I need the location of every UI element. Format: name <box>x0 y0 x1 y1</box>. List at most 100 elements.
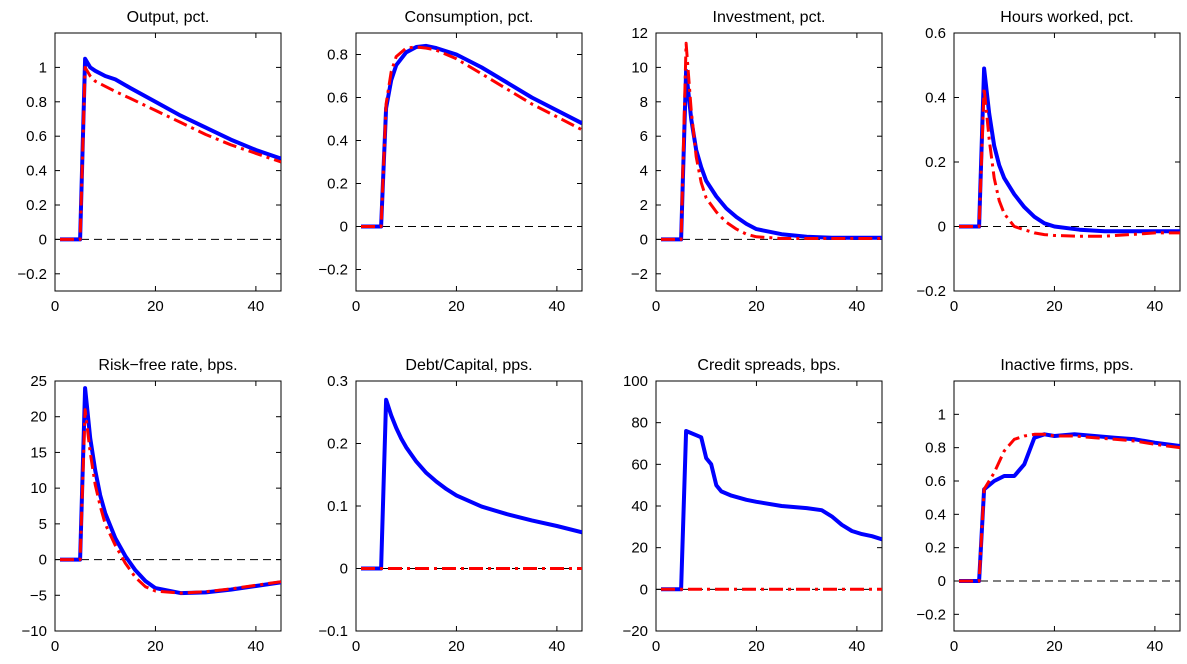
y-tick-label: 60 <box>631 456 648 473</box>
y-tick-label: 10 <box>631 59 648 76</box>
axes-box <box>54 32 282 292</box>
y-tick-label: 0.4 <box>925 506 946 523</box>
panel-consumption-pct: Consumption, pct. 0 20 40 −0.2 0 0.2 0.4 0.6 0.8 <box>318 9 583 315</box>
chart-title: Inactive firms, pps. <box>1000 357 1133 374</box>
plot-area <box>356 397 582 571</box>
y-tick-label: 25 <box>30 373 47 390</box>
x-tick-label: 20 <box>1046 298 1063 315</box>
y-tick-label: 6 <box>640 128 648 145</box>
x-tick-label: 0 <box>51 638 59 655</box>
y-tick-label: 5 <box>39 516 47 533</box>
series-line-solid <box>959 66 1180 234</box>
y-tick-label: 80 <box>631 415 648 432</box>
y-tick-label: −20 <box>623 623 648 640</box>
x-tick-label: 0 <box>652 638 660 655</box>
y-tick-label: 0 <box>640 231 648 248</box>
y-tick-label: 20 <box>30 409 47 426</box>
x-tick-label: 40 <box>849 298 866 315</box>
y-tick-label: 0.4 <box>925 90 946 107</box>
x-tick-label: 0 <box>950 298 958 315</box>
x-tick-label: 40 <box>849 638 866 655</box>
x-tick-label: 0 <box>51 298 59 315</box>
y-tick-label: 0 <box>340 561 348 578</box>
y-tick-label: 0.2 <box>925 540 946 557</box>
x-tick-label: 0 <box>652 298 660 315</box>
y-tick-label: 0 <box>39 552 47 569</box>
y-tick-label: 0 <box>938 573 946 590</box>
series-line-dashed <box>361 45 582 228</box>
y-tick-label: 2 <box>640 197 648 214</box>
y-tick-label: 40 <box>631 498 648 515</box>
y-tick-label: 10 <box>30 480 47 497</box>
y-tick-label: 0 <box>39 231 47 248</box>
y-tick-label: −5 <box>30 587 47 604</box>
y-tick-label: 0.6 <box>925 473 946 490</box>
y-tick-label: 0.8 <box>925 440 946 457</box>
chart-title: Hours worked, pct. <box>1000 9 1133 26</box>
y-tick-label: −0.2 <box>17 266 47 283</box>
series-line-dashed <box>661 41 882 241</box>
chart-title: Risk−free rate, bps. <box>98 357 237 374</box>
y-tick-label: −0.2 <box>318 262 348 279</box>
x-tick-label: 40 <box>549 638 566 655</box>
x-tick-label: 20 <box>147 298 164 315</box>
y-tick-label: 0.3 <box>327 373 348 390</box>
chart-title: Output, pct. <box>127 9 210 26</box>
chart-title: Credit spreads, bps. <box>697 357 840 374</box>
y-tick-label: −2 <box>631 266 648 283</box>
x-tick-label: 40 <box>248 638 265 655</box>
y-tick-label: 0.6 <box>327 90 348 107</box>
x-tick-label: 0 <box>352 298 360 315</box>
y-tick-label: 0.4 <box>26 163 47 180</box>
chart-title: Debt/Capital, pps. <box>405 357 532 374</box>
y-tick-label: 15 <box>30 444 47 461</box>
axes-box <box>953 380 1181 632</box>
plot-area <box>954 66 1180 238</box>
plot-area <box>656 41 882 242</box>
panel-output-pct: Output, pct.0 20 40−0.200.20.40.60.81 <box>17 9 282 315</box>
panel-inactive-firms-pps: Inactive firms, pps.0 20 40−0.200.20.40.60… <box>916 357 1181 655</box>
y-tick-label: 0.2 <box>327 176 348 193</box>
y-tick-label: 0.2 <box>925 154 946 171</box>
axes-box <box>655 32 883 292</box>
series-line-solid <box>60 56 281 242</box>
y-tick-label: −0.2 <box>916 283 946 300</box>
series-line-solid <box>361 397 582 571</box>
x-tick-label: 40 <box>1147 638 1164 655</box>
y-tick-label: −10 <box>22 623 47 640</box>
x-tick-label: 20 <box>1046 638 1063 655</box>
series-line-solid <box>661 429 882 592</box>
plot-area <box>356 43 582 229</box>
y-tick-label: 0 <box>938 219 946 236</box>
y-tick-label: 0.2 <box>26 197 47 214</box>
x-tick-label: 40 <box>549 298 566 315</box>
y-tick-label: 1 <box>938 406 946 423</box>
x-tick-label: 0 <box>950 638 958 655</box>
y-tick-label: 0 <box>640 581 648 598</box>
x-tick-label: 20 <box>147 638 164 655</box>
series-line-solid <box>60 386 281 596</box>
series-line-dashed <box>60 65 281 241</box>
y-tick-label: −0.1 <box>318 623 348 640</box>
x-tick-label: 20 <box>748 298 765 315</box>
y-tick-label: 0.4 <box>327 133 348 150</box>
y-tick-label: 4 <box>640 163 648 180</box>
series-line-solid <box>959 432 1180 583</box>
y-tick-label: 0.6 <box>925 25 946 42</box>
chart-title: Investment, pct. <box>713 9 826 26</box>
y-tick-label: 0 <box>340 219 348 236</box>
chart-title: Consumption, pct. <box>405 9 534 26</box>
plot-area <box>55 386 281 596</box>
axes-box <box>355 380 583 632</box>
x-tick-label: 0 <box>352 638 360 655</box>
y-tick-label: 8 <box>640 94 648 111</box>
y-tick-label: 0.6 <box>26 128 47 145</box>
series-line-dashed <box>959 432 1180 583</box>
panel-debt-capital-pps: Debt/Capital, pps.0 20 40−0.100.10.20.3 <box>318 357 583 655</box>
y-tick-label: 1 <box>39 59 47 76</box>
axes-box <box>655 380 883 632</box>
y-tick-label: 0.1 <box>327 498 348 515</box>
